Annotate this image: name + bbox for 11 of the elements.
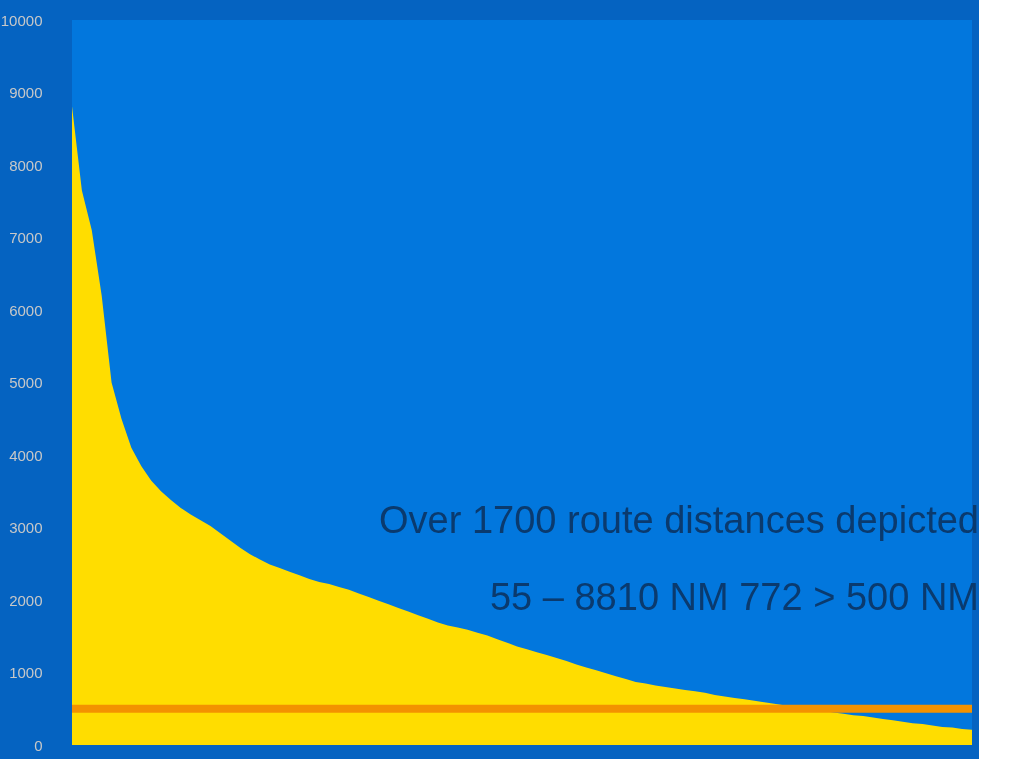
y-tick-label: 1000: [9, 664, 43, 681]
y-tick-label: 5000: [9, 374, 43, 391]
y-tick-label: 2000: [9, 591, 43, 609]
y-tick-label: 6000: [9, 301, 43, 319]
y-tick-label: 4000: [9, 446, 43, 464]
y-tick-label: 9000: [9, 84, 43, 101]
y-tick-label: 3000: [9, 519, 43, 536]
y-tick-label: 8000: [9, 156, 43, 174]
y-tick-label: 0: [34, 736, 43, 754]
y-tick-label: 10000: [0, 11, 43, 29]
y-tick-label: 7000: [9, 229, 43, 246]
